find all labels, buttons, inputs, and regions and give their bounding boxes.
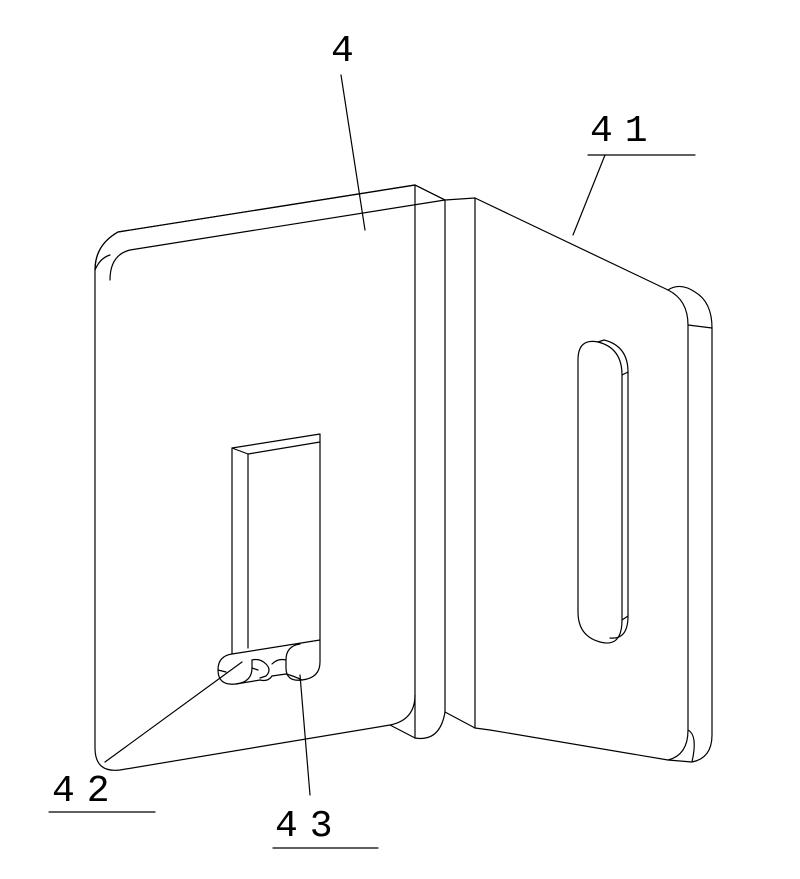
callout-label-42: 42 <box>52 770 122 813</box>
bracket-isometric-view <box>0 0 800 874</box>
callout-label-41: 41 <box>590 110 660 153</box>
callout-label-4: 4 <box>331 30 366 73</box>
callout-label-43: 43 <box>275 805 345 848</box>
technical-drawing: 4 41 42 43 <box>0 0 800 874</box>
